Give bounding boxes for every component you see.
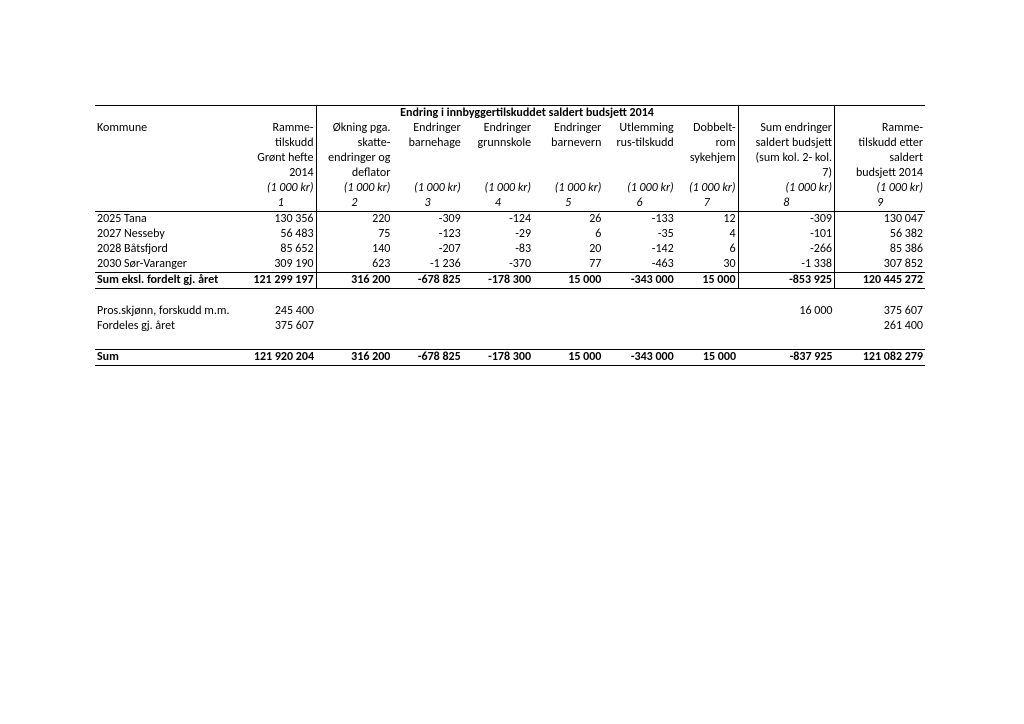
table-row: 2027 Nesseby 56 483 75 -123 -29 6 -35 4 …: [95, 227, 925, 242]
table-row: 2025 Tana 130 356 220 -309 -124 26 -133 …: [95, 212, 925, 228]
col-header-rus: Utlemming: [603, 121, 675, 136]
row-label: Fordeles gj. året: [95, 319, 246, 334]
row-label: 2027 Nesseby: [95, 227, 246, 242]
col-header-ramme-etter: Ramme-: [835, 121, 926, 136]
col-header-barnehage: Endringer: [392, 121, 462, 136]
header-row: Grønt hefte endringer og sykehjem (sum k…: [95, 151, 925, 166]
col-header-grunnskole: Endringer: [463, 121, 533, 136]
col-header-dobbeltrom: Dobbelt-: [676, 121, 738, 136]
total-label: Sum: [95, 350, 246, 366]
col-header-barnevern: Endringer: [533, 121, 603, 136]
subtotal-row: Sum eksl. fordelt gj. året 121 299 197 3…: [95, 273, 925, 289]
header-unit-row: (1 000 kr) (1 000 kr) (1 000 kr) (1 000 …: [95, 181, 925, 196]
subtotal-label: Sum eksl. fordelt gj. året: [95, 273, 246, 289]
table-row: Fordeles gj. året 375 607 261 400: [95, 319, 925, 334]
spacer-row: [95, 334, 925, 350]
col-header-okning: Økning pga.: [316, 121, 392, 136]
table-superheader: Endring i innbyggertilskuddet saldert bu…: [316, 106, 738, 122]
table-row: 2030 Sør-Varanger 309 190 623 -1 236 -37…: [95, 257, 925, 273]
header-row: Kommune Ramme- Økning pga. Endringer End…: [95, 121, 925, 136]
table-row: Pros.skjønn, forskudd m.m. 245 400 16 00…: [95, 304, 925, 319]
budget-table-container: Endring i innbyggertilskuddet saldert bu…: [95, 105, 925, 366]
header-super-row: Endring i innbyggertilskuddet saldert bu…: [95, 106, 925, 122]
col-header-kommune: Kommune: [95, 121, 246, 136]
spacer-row: [95, 289, 925, 305]
header-index-row: 1 2 3 4 5 6 7 8 9: [95, 196, 925, 212]
header-row: tilskudd skatte- barnehage grunnskole ba…: [95, 136, 925, 151]
row-label: 2030 Sør-Varanger: [95, 257, 246, 273]
col-header-sum-endringer: Sum endringer: [738, 121, 834, 136]
row-label: 2028 Båtsfjord: [95, 242, 246, 257]
header-row: 2014 deflator 7) budsjett 2014: [95, 166, 925, 181]
budget-table: Endring i innbyggertilskuddet saldert bu…: [95, 105, 925, 366]
total-row: Sum 121 920 204 316 200 -678 825 -178 30…: [95, 350, 925, 366]
row-label: 2025 Tana: [95, 212, 246, 228]
table-row: 2028 Båtsfjord 85 652 140 -207 -83 20 -1…: [95, 242, 925, 257]
col-header-rammetilskudd: Ramme-: [246, 121, 316, 136]
row-label: Pros.skjønn, forskudd m.m.: [95, 304, 246, 319]
